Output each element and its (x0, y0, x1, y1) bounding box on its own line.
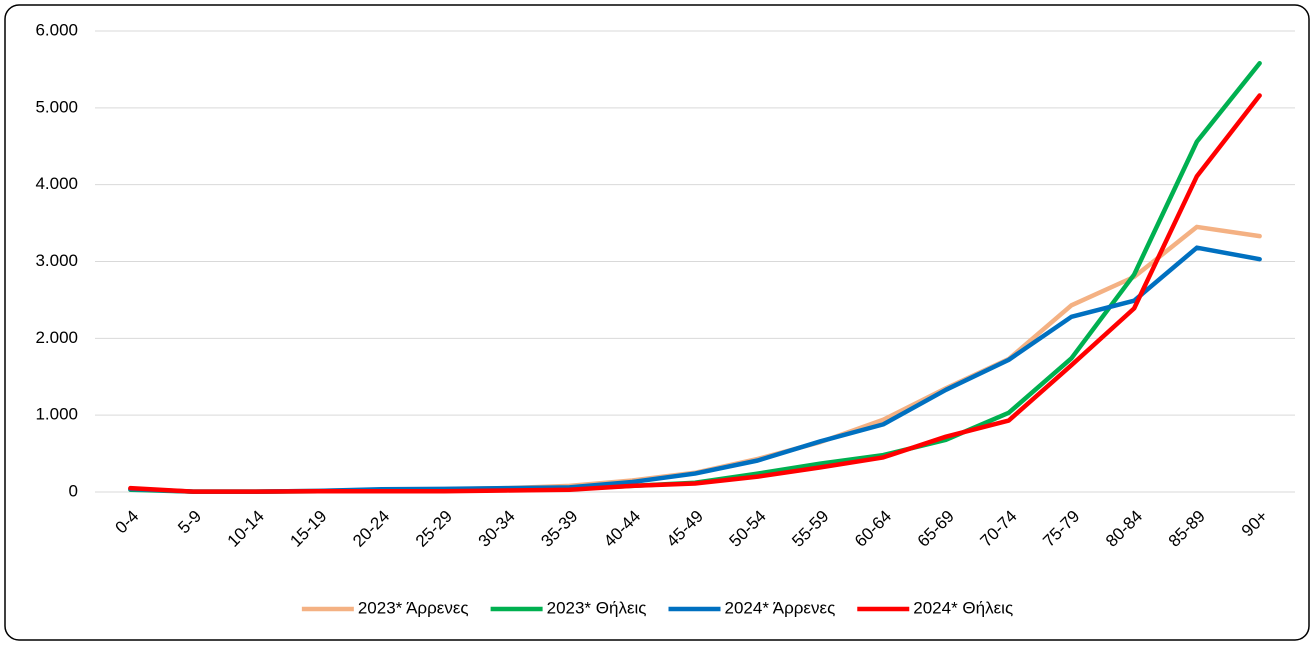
y-tick-label: 4.000 (35, 174, 78, 193)
chart-frame (4, 4, 1310, 641)
y-tick-label: 2.000 (35, 328, 78, 347)
legend-label: 2023* Άρρενες (358, 598, 469, 617)
y-tick-label: 3.000 (35, 251, 78, 270)
y-tick-label: 5.000 (35, 97, 78, 116)
legend-item: 2023* Άρρενες (301, 598, 469, 617)
legend: 2023* Άρρενες 2023* Θήλεις 2024* Άρρενες 20… (301, 598, 1013, 617)
legend-item: 2024* Θήλεις (857, 598, 1013, 617)
y-tick-label: 0 (69, 481, 78, 500)
line-series (128, 93, 1262, 494)
y-tick-label: 6.000 (35, 20, 78, 39)
legend-item: 2024* Άρρενες (668, 598, 836, 617)
legend-label: 2024* Άρρενες (725, 598, 836, 617)
legend-item: 2023* Θήλεις (490, 598, 647, 617)
y-tick-label: 1.000 (35, 405, 78, 424)
legend-label: 2023* Θήλεις (547, 598, 647, 617)
legend-label: 2024* Θήλεις (913, 598, 1013, 617)
